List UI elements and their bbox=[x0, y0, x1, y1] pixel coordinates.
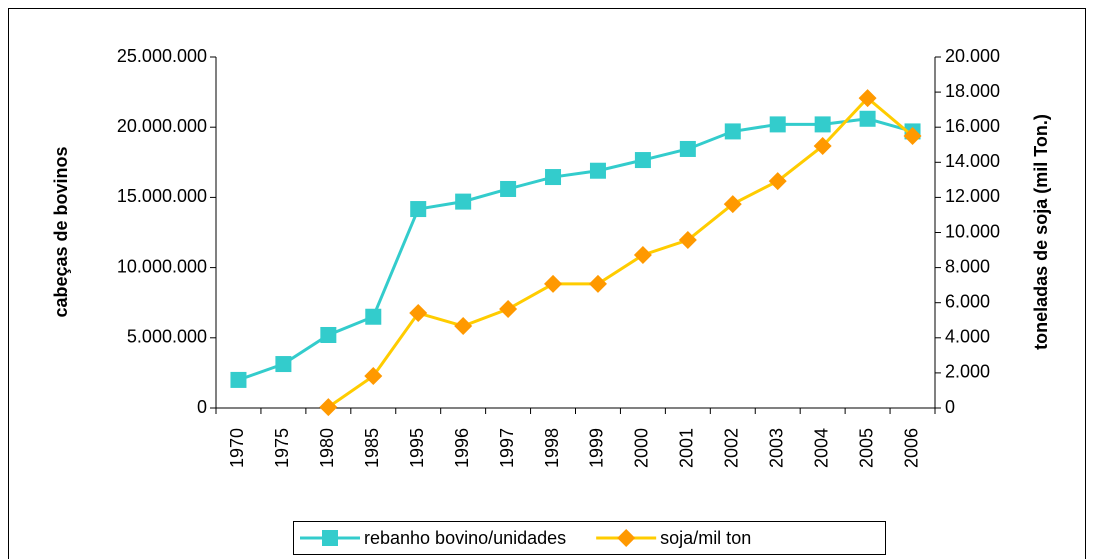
y2-tick-label: 18.000 bbox=[945, 81, 1000, 101]
marker bbox=[859, 110, 876, 127]
y2-tick-label: 14.000 bbox=[945, 151, 1000, 171]
y-tick-label: 15.000.000 bbox=[117, 186, 207, 206]
x-tick-label: 1985 bbox=[362, 428, 382, 468]
x-tick-label: 2000 bbox=[632, 428, 652, 468]
x-tick-label: 1995 bbox=[407, 428, 427, 468]
series-line bbox=[237, 117, 913, 382]
x-tick-label: 2006 bbox=[901, 428, 921, 468]
x-tick-label: 1999 bbox=[587, 428, 607, 468]
y2-tick-label: 6.000 bbox=[945, 291, 990, 311]
y2-tick-label: 20.000 bbox=[945, 46, 1000, 66]
y2-tick-label: 16.000 bbox=[945, 116, 1000, 136]
marker bbox=[410, 201, 427, 218]
legend-label: rebanho bovino/unidades bbox=[364, 528, 566, 548]
x-tick-label: 1975 bbox=[272, 428, 292, 468]
x-tick-label: 1996 bbox=[452, 428, 472, 468]
marker bbox=[723, 195, 742, 214]
x-tick-label: 1980 bbox=[317, 428, 337, 468]
marker bbox=[365, 308, 382, 325]
marker bbox=[409, 304, 428, 323]
x-tick-label: 2002 bbox=[722, 428, 742, 468]
y-tick-label: 0 bbox=[197, 397, 207, 417]
marker bbox=[230, 371, 247, 388]
marker bbox=[813, 136, 832, 155]
marker bbox=[545, 169, 562, 186]
marker bbox=[634, 152, 651, 169]
marker bbox=[454, 317, 473, 336]
y2-tick-label: 4.000 bbox=[945, 327, 990, 347]
marker bbox=[768, 172, 787, 191]
marker bbox=[275, 356, 292, 373]
marker bbox=[588, 274, 607, 293]
marker bbox=[769, 116, 786, 133]
marker bbox=[724, 123, 741, 140]
marker bbox=[903, 126, 922, 145]
y2-tick-label: 10.000 bbox=[945, 221, 1000, 241]
y2-axis-title: toneladas de soja (mil Ton.) bbox=[1031, 114, 1051, 350]
legend: rebanho bovino/unidades soja/mil ton bbox=[293, 521, 886, 555]
marker bbox=[364, 367, 383, 386]
legend-label: soja/mil ton bbox=[660, 528, 751, 548]
legend-box bbox=[293, 521, 886, 555]
y-tick-label: 5.000.000 bbox=[127, 327, 207, 347]
marker bbox=[679, 140, 696, 157]
y2-tick-label: 0 bbox=[945, 397, 955, 417]
y2-tick-label: 2.000 bbox=[945, 362, 990, 382]
legend-marker bbox=[617, 529, 636, 547]
x-tick-label: 2004 bbox=[811, 428, 831, 468]
y-tick-label: 10.000.000 bbox=[117, 256, 207, 276]
marker bbox=[500, 180, 517, 197]
marker bbox=[814, 116, 831, 133]
marker bbox=[499, 300, 518, 319]
y-tick-label: 20.000.000 bbox=[117, 116, 207, 136]
x-tick-label: 1970 bbox=[227, 428, 247, 468]
x-tick-label: 2003 bbox=[766, 428, 786, 468]
x-tick-label: 1998 bbox=[542, 428, 562, 468]
marker bbox=[544, 274, 563, 293]
y-axis-title: cabeças de bovinos bbox=[51, 146, 71, 317]
marker bbox=[858, 89, 877, 108]
marker bbox=[678, 231, 697, 250]
x-tick-label: 1997 bbox=[497, 428, 517, 468]
marker bbox=[589, 162, 606, 179]
legend-marker bbox=[322, 530, 338, 546]
y2-tick-label: 12.000 bbox=[945, 186, 1000, 206]
chart-frame bbox=[8, 8, 1086, 559]
series-line bbox=[327, 96, 914, 409]
marker bbox=[319, 398, 338, 417]
x-tick-label: 2005 bbox=[856, 428, 876, 468]
y-tick-label: 25.000.000 bbox=[117, 46, 207, 66]
marker bbox=[455, 193, 472, 210]
marker bbox=[320, 326, 337, 343]
x-tick-label: 2001 bbox=[677, 428, 697, 468]
y2-tick-label: 8.000 bbox=[945, 256, 990, 276]
marker bbox=[633, 245, 652, 264]
